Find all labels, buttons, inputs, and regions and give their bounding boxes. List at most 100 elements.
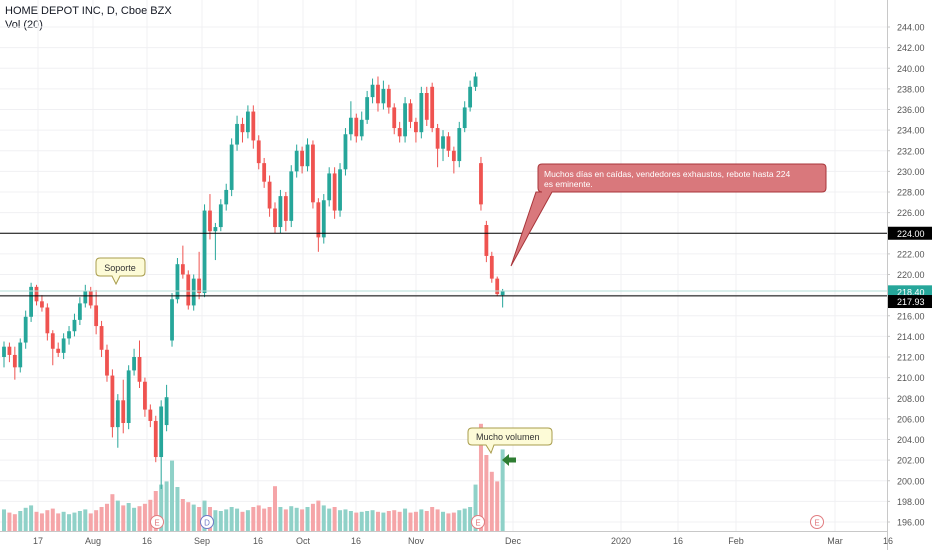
candle-body: [283, 196, 288, 221]
candle: [159, 400, 164, 489]
candle-body: [430, 86, 435, 129]
dividend-marker-label: D: [204, 519, 210, 528]
volume-bar: [489, 471, 494, 531]
candle-body: [500, 291, 505, 296]
candle: [392, 103, 397, 135]
candle-body: [348, 117, 353, 135]
candle: [419, 86, 424, 139]
volume-bar: [213, 510, 218, 531]
earnings-marker[interactable]: E: [471, 515, 485, 529]
candle-body: [153, 420, 158, 458]
time-tick-label: 16: [253, 536, 263, 546]
volume-bar: [419, 509, 424, 531]
candle-body: [446, 136, 451, 151]
volume-bar: [392, 510, 397, 531]
candle-body: [126, 370, 131, 423]
price-tag-last-label: 218.40: [897, 287, 925, 297]
volume-bar: [72, 512, 77, 531]
candle: [300, 146, 304, 174]
volume-bar: [142, 503, 147, 531]
earnings-marker-label: E: [154, 519, 159, 528]
volume-bar: [473, 484, 478, 531]
volume-indicator-label: Vol (20): [5, 19, 43, 31]
candle: [251, 105, 256, 149]
earnings-marker-label: E: [814, 519, 819, 528]
volume-bar: [327, 508, 332, 531]
candle: [12, 346, 17, 380]
volume-bar: [386, 511, 391, 531]
candle: [88, 286, 93, 309]
candle: [441, 130, 445, 162]
candle-body: [224, 189, 229, 205]
time-tick-label: Aug: [85, 536, 101, 546]
support-note[interactable]: Soporte: [95, 257, 146, 286]
candle: [153, 415, 158, 463]
candle-body: [137, 357, 142, 382]
price-tag-224: 224.00: [888, 226, 932, 240]
candle: [365, 90, 370, 124]
candle: [468, 80, 473, 112]
candle-body: [229, 144, 234, 190]
volume-bar: [430, 507, 435, 531]
candle: [180, 245, 185, 279]
candle-body: [170, 299, 174, 341]
candle-body: [435, 128, 440, 149]
earnings-marker[interactable]: E: [810, 515, 824, 529]
candle: [294, 144, 299, 178]
price-tick-label: 204.00: [897, 435, 925, 445]
candle: [305, 138, 310, 172]
candle: [462, 101, 467, 133]
time-tick-label: Dec: [505, 536, 522, 546]
candle-body: [479, 163, 483, 205]
volume-bar: [186, 502, 191, 531]
candle-body: [419, 93, 424, 133]
candle: [229, 138, 234, 197]
volume-bar: [175, 487, 180, 531]
candle: [332, 167, 337, 219]
volume-bar: [67, 514, 72, 531]
candle: [40, 295, 44, 312]
candle-body: [186, 274, 191, 306]
volume-bar: [126, 503, 131, 531]
candle: [7, 342, 12, 363]
volume-note[interactable]: Mucho volumen: [467, 427, 553, 455]
candle: [213, 222, 218, 261]
candle: [414, 117, 418, 143]
price-tick-label: 198.00: [897, 497, 925, 507]
volume-bar: [343, 509, 348, 531]
price-tag-224-label: 224.00: [897, 229, 925, 239]
candle-body: [148, 409, 153, 421]
candle-body: [132, 357, 136, 371]
dividend-marker[interactable]: D: [200, 515, 214, 529]
candle-body: [191, 278, 196, 306]
callout-text-line: Muchos días en caídas, vendedores exhaus…: [544, 169, 790, 179]
candle-body: [403, 103, 407, 137]
volume-bar: [23, 507, 28, 531]
candle-body: [164, 397, 169, 426]
candles: [2, 72, 505, 489]
price-tick-label: 214.00: [897, 332, 925, 342]
candle: [67, 326, 71, 345]
candle-body: [408, 103, 413, 122]
volume-bar: [397, 511, 402, 531]
volume-bar: [484, 455, 489, 531]
volume-bar: [495, 481, 500, 531]
candle-body: [300, 150, 304, 167]
candle-body: [88, 291, 93, 306]
volume-bar: [338, 510, 343, 531]
earnings-marker[interactable]: E: [150, 515, 164, 529]
volume-bar: [94, 510, 99, 531]
candle: [311, 140, 315, 209]
callout[interactable]: Muchos días en caídas, vendedores exhaus…: [510, 163, 827, 267]
volume-bar: [300, 509, 305, 531]
candle: [370, 78, 375, 104]
volume-bar: [441, 511, 446, 531]
candle: [289, 165, 294, 228]
candle: [479, 156, 483, 211]
candle: [246, 105, 250, 139]
candle: [489, 251, 494, 283]
candle-body: [489, 255, 494, 279]
candle-body: [18, 342, 23, 368]
volume-bar: [83, 509, 88, 531]
